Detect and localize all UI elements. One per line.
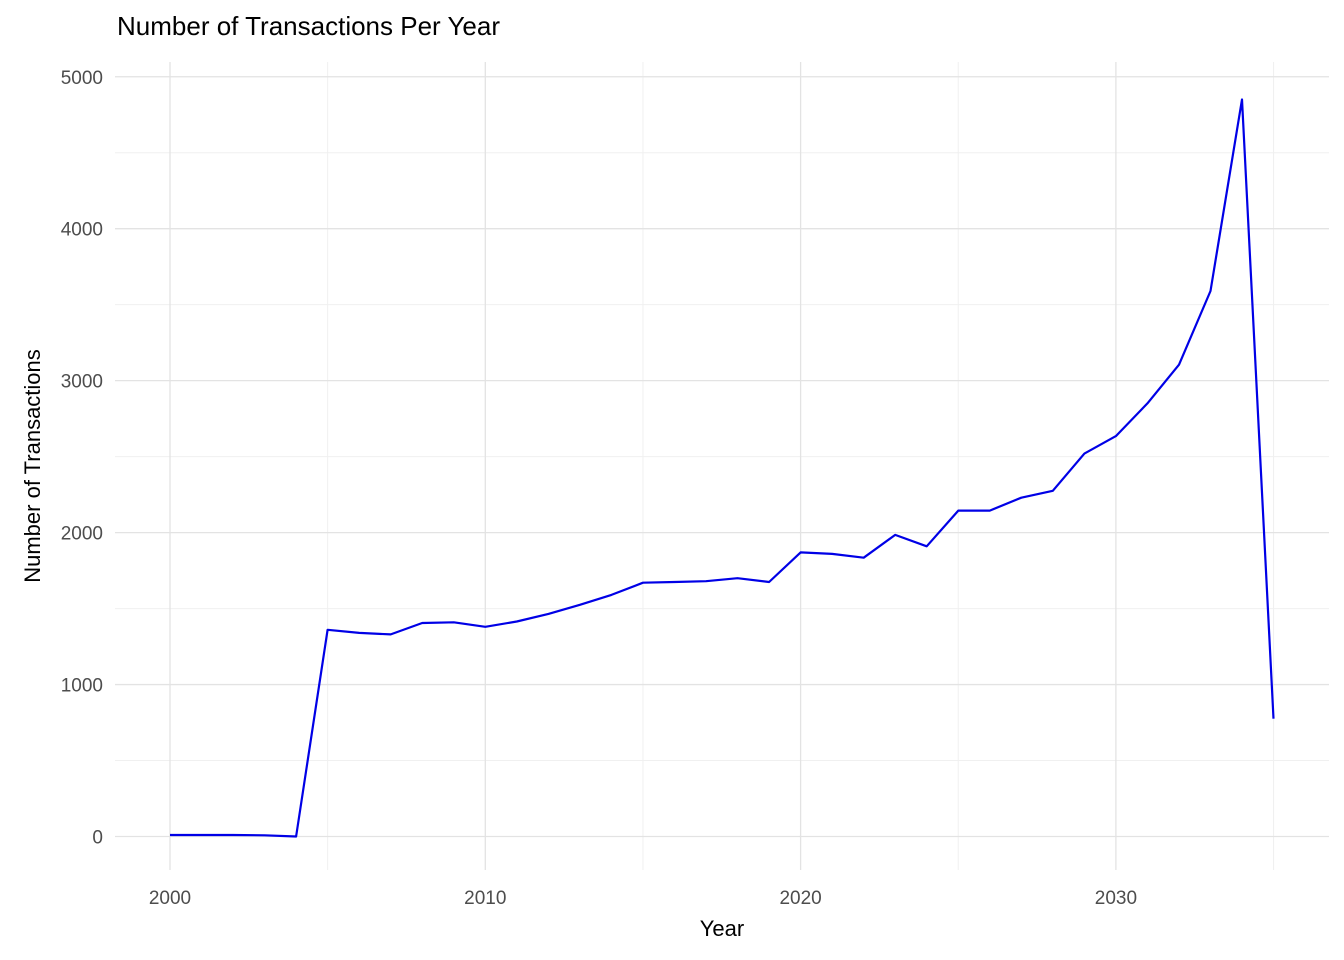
x-tick-label: 2030 xyxy=(1095,888,1137,909)
major-gridlines xyxy=(115,62,1329,870)
minor-gridlines xyxy=(115,62,1329,870)
y-axis-title: Number of Transactions xyxy=(20,349,45,583)
chart-title: Number of Transactions Per Year xyxy=(117,11,500,41)
y-tick-label: 0 xyxy=(92,828,103,849)
x-axis-tick-labels: 2000 2010 2020 2030 xyxy=(149,888,1137,909)
y-tick-label: 1000 xyxy=(61,676,103,697)
x-tick-label: 2000 xyxy=(149,888,191,909)
x-tick-label: 2010 xyxy=(464,888,506,909)
x-tick-label: 2020 xyxy=(779,888,821,909)
transactions-line-series xyxy=(170,98,1275,838)
y-tick-label: 2000 xyxy=(61,524,103,545)
y-tick-label: 3000 xyxy=(61,372,103,393)
y-tick-label: 5000 xyxy=(61,68,103,89)
x-axis-title: Year xyxy=(699,916,745,941)
y-axis-tick-labels: 0 1000 2000 3000 4000 5000 xyxy=(61,68,103,849)
y-tick-label: 4000 xyxy=(61,220,103,241)
